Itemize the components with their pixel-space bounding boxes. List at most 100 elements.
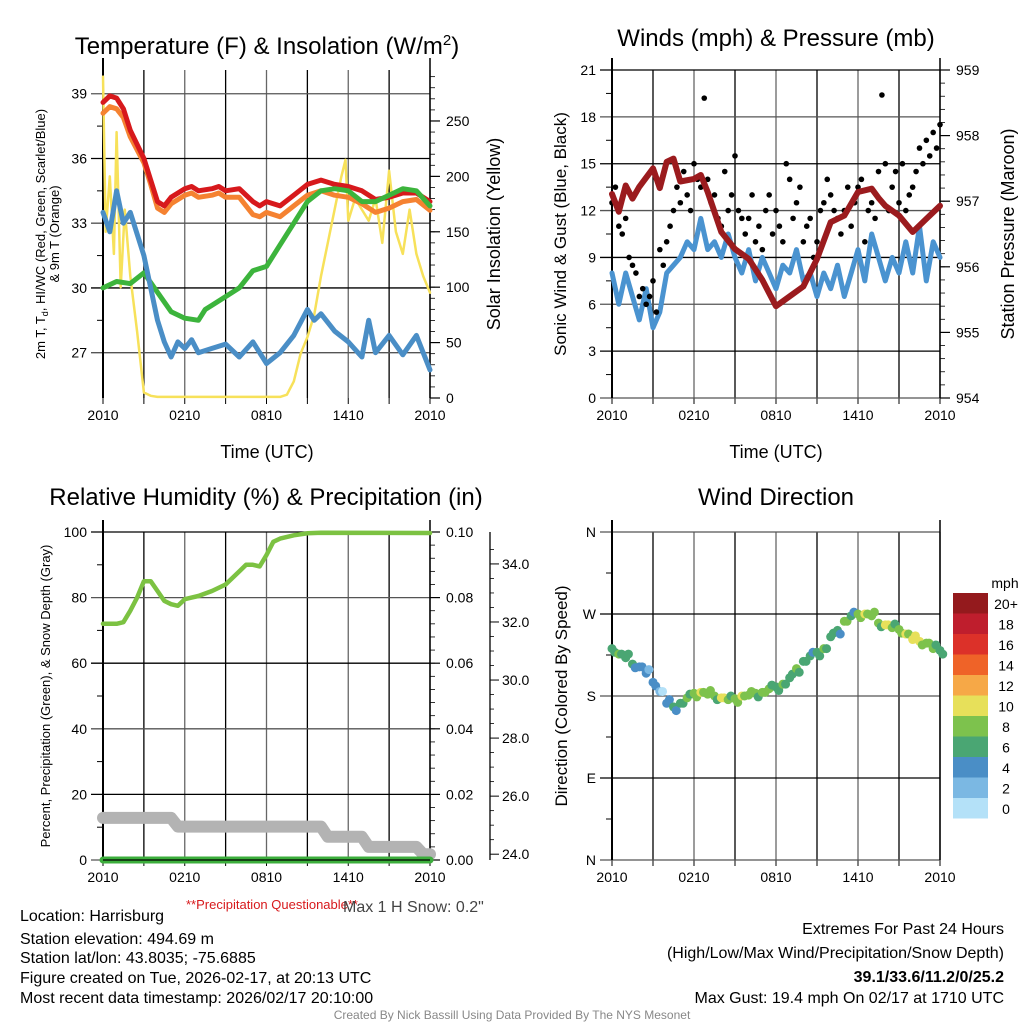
y2-tick-label: 100 (446, 279, 470, 295)
legend-label: 4 (1002, 760, 1010, 776)
direction-point (644, 665, 654, 675)
latlon-text: Station lat/lon: 43.8035; -75.6885 (20, 950, 256, 967)
series-line-td (100, 188, 433, 373)
gust-point (749, 192, 755, 198)
gust-point (903, 207, 909, 214)
gust-point (817, 207, 824, 214)
winds-y-label: Sonic Wind & Gust (Blue, Black) (551, 112, 570, 356)
x-tick-label: 2010 (87, 869, 118, 885)
rh-chart-title: Relative Humidity (%) & Precipitation (i… (49, 484, 482, 511)
x-tick-label: 0810 (760, 407, 791, 423)
gust-point (762, 207, 769, 214)
winds-chart-title: Winds (mph) & Pressure (mb) (617, 25, 934, 52)
x-tick-label: 1410 (333, 869, 364, 885)
snow-axis-tick-label: 32.0 (502, 614, 529, 630)
y-tick-label: 20 (71, 786, 87, 802)
gust-point (879, 92, 885, 98)
direction-point (869, 607, 879, 617)
gust-point (821, 199, 827, 206)
pressure-y-label: Station Pressure (Maroon) (998, 128, 1018, 339)
legend-label: 6 (1002, 740, 1010, 756)
gust-point (933, 145, 940, 151)
y-tick-label: 30 (71, 280, 87, 296)
gust-point (728, 192, 735, 198)
direction-point (822, 644, 832, 654)
gust-point (732, 153, 738, 159)
series-line-2m-t (100, 93, 433, 209)
x-tick-label: 2010 (924, 407, 955, 423)
x-tick-label: 0210 (169, 407, 200, 423)
legend-swatch (953, 634, 988, 655)
legend-label: 2 (1002, 781, 1010, 797)
y2-tick-label: 0.04 (446, 721, 473, 737)
gust-point (639, 285, 646, 292)
legend-swatch (953, 736, 988, 757)
gust-point (670, 207, 677, 214)
gust-point (882, 160, 889, 167)
x-tick-label: 0210 (678, 407, 709, 423)
y-tick-label: 40 (71, 721, 87, 737)
gust-point (759, 246, 766, 253)
y-tick-label: 9 (588, 249, 596, 265)
gust-point (906, 192, 913, 198)
y-tick-label: 80 (71, 590, 87, 606)
direction-chart-title: Wind Direction (698, 484, 854, 511)
gust-point (769, 231, 776, 237)
gust-point (923, 137, 930, 144)
gust-point (844, 184, 851, 190)
x-tick-label: 0210 (678, 869, 709, 885)
x-tick-label: 2010 (596, 407, 627, 423)
x-tick-label: 2010 (414, 869, 445, 885)
legend-unit: mph (991, 575, 1018, 591)
gust-point (626, 254, 632, 261)
gust-point (663, 239, 670, 245)
max-snow-note: Max 1 H Snow: 0.2" (343, 899, 484, 916)
y-tick-label: 21 (580, 62, 596, 78)
y-tick-label: 100 (64, 524, 88, 540)
direction-point (623, 649, 633, 659)
x-tick-label: 2010 (87, 407, 118, 423)
insolation-y-label: Solar Insolation (Yellow) (484, 138, 504, 330)
x-tick-label: 0810 (251, 407, 282, 423)
gust-point (742, 231, 749, 237)
direction-point (815, 651, 825, 661)
x-tick-label: 1410 (842, 869, 873, 885)
gust-point (674, 184, 680, 190)
y2-tick-label: 0.02 (446, 786, 473, 802)
legend-swatch (953, 613, 988, 634)
gust-point (650, 278, 656, 284)
legend-label: 18 (998, 617, 1014, 633)
gust-point (793, 199, 800, 206)
gust-point (725, 207, 731, 214)
gust-point (677, 199, 684, 206)
created-text: Figure created on Tue, 2026-02-17, at 20… (20, 970, 371, 987)
y2-tick-label: 0.06 (446, 655, 473, 671)
gust-point (616, 223, 622, 229)
y-tick-label: 60 (71, 655, 87, 671)
temp-y-label-sub: d (40, 311, 50, 316)
y-tick-label: 0 (588, 390, 596, 406)
gust-point (701, 95, 708, 101)
legend-swatch (953, 777, 988, 798)
temp-y-label: 2m T, Td, HI/WC (Red, Green, Scarlet/Blu… (33, 109, 50, 359)
y2-tick-label: 0.00 (446, 852, 473, 868)
credit-text: Created By Nick Bassill Using Data Provi… (334, 1008, 691, 1022)
temp-title-text: Temperature (F) & Insolation (W/m (75, 33, 443, 60)
y-tick-label: E (587, 770, 596, 786)
gust-point (926, 153, 933, 159)
gust-point (899, 160, 906, 167)
gust-point (831, 207, 837, 214)
gust-point (622, 215, 629, 222)
gust-point (653, 309, 660, 315)
x-tick-label: 1410 (333, 407, 364, 423)
x-tick-label: 0810 (760, 869, 791, 885)
recent-data-text: Most recent data timestamp: 2026/02/17 2… (20, 990, 373, 1007)
gust-point (868, 199, 875, 206)
direction-point (637, 662, 647, 672)
max-gust-text: Max Gust: 19.4 mph On 02/17 at 1710 UTC (695, 990, 1005, 1007)
snow-depth-line (97, 811, 436, 861)
location-text: Location: Harrisburg (20, 908, 164, 925)
direction-point (781, 679, 791, 689)
direction-point (658, 686, 668, 696)
legend-label: 10 (998, 699, 1014, 715)
